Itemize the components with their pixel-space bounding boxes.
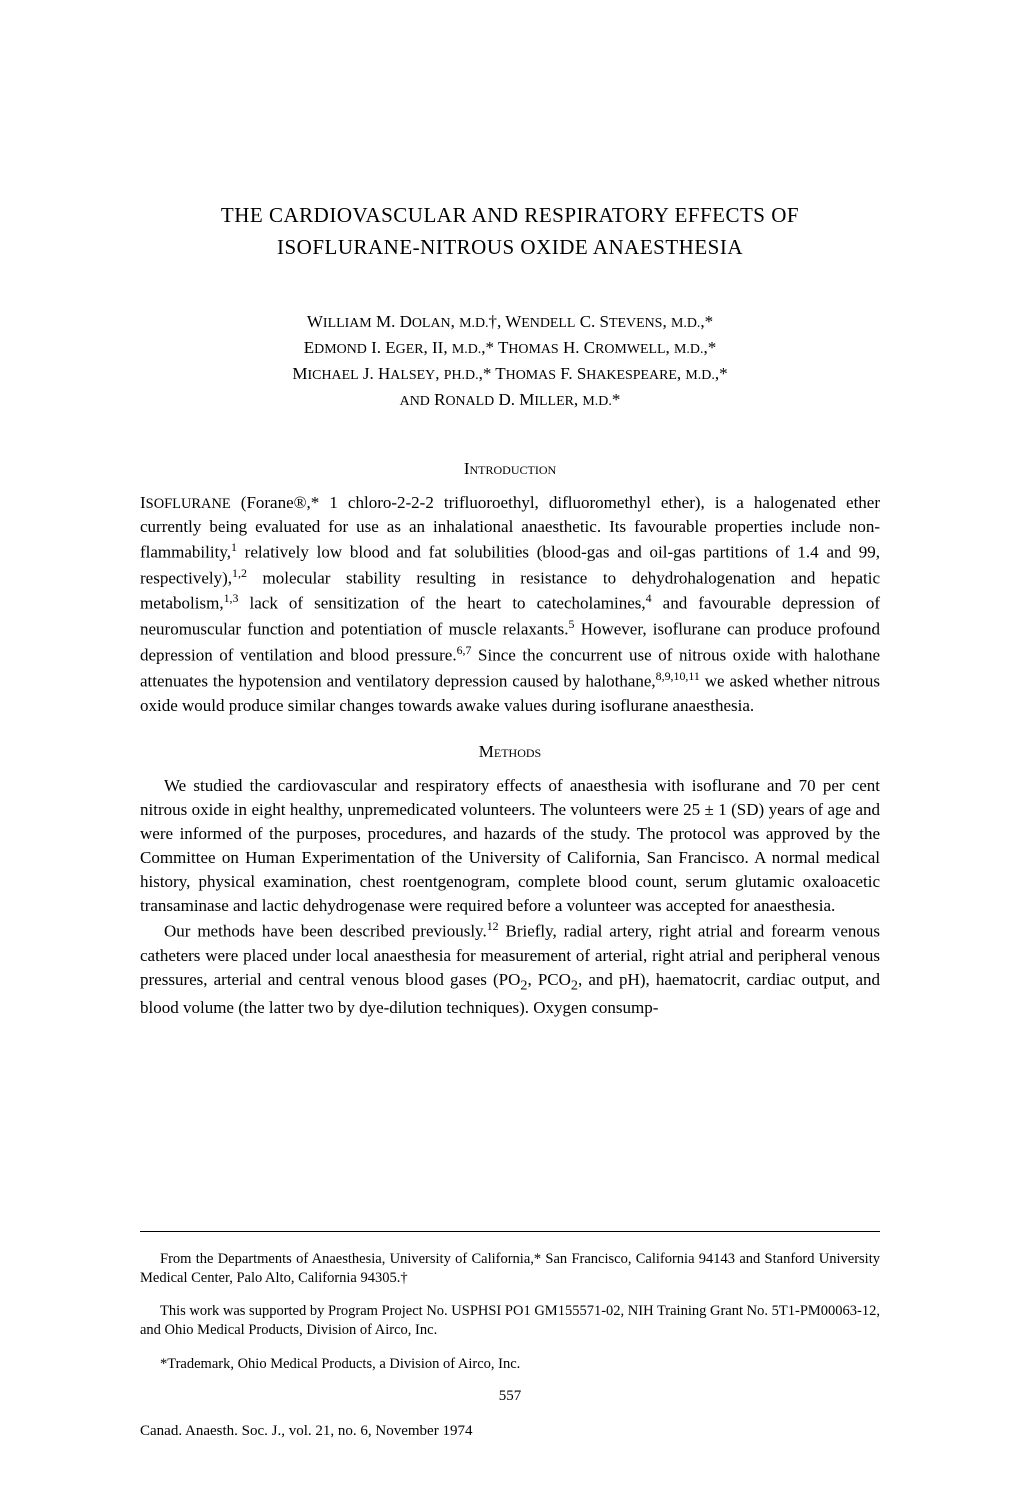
section-head-methods: Methods	[140, 742, 880, 762]
footnote-funding: This work was supported by Program Proje…	[140, 1302, 880, 1340]
intro-paragraph: ISOFLURANE (Forane®,* 1 chloro-2-2-2 tri…	[140, 491, 880, 718]
page-number: 557	[140, 1388, 880, 1405]
footnote-block: From the Departments of Anaesthesia, Uni…	[140, 1231, 880, 1440]
title-line-1: THE CARDIOVASCULAR AND RESPIRATORY EFFEC…	[221, 203, 799, 227]
footnote-trademark: *Trademark, Ohio Medical Products, a Div…	[140, 1355, 880, 1374]
section-head-introduction: Introduction	[140, 459, 880, 479]
author-block: WILLIAM M. DOLAN, M.D.†, WENDELL C. STEV…	[140, 309, 880, 413]
methods-paragraph-2: Our methods have been described previous…	[140, 918, 880, 1020]
paper-page: THE CARDIOVASCULAR AND RESPIRATORY EFFEC…	[0, 0, 1020, 1500]
journal-citation: Canad. Anaesth. Soc. J., vol. 21, no. 6,…	[140, 1423, 880, 1440]
title-line-2: ISOFLURANE-NITROUS OXIDE ANAESTHESIA	[277, 235, 743, 259]
paper-title: THE CARDIOVASCULAR AND RESPIRATORY EFFEC…	[140, 200, 880, 263]
footnote-affiliation: From the Departments of Anaesthesia, Uni…	[140, 1250, 880, 1288]
methods-paragraph-1: We studied the cardiovascular and respir…	[140, 774, 880, 919]
